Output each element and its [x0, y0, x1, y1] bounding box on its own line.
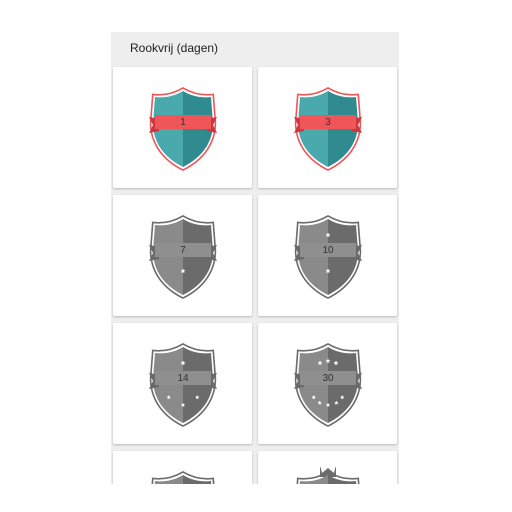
section-header: Rookvrij (dagen)	[111, 32, 399, 64]
badge-card[interactable]: 1	[113, 67, 252, 188]
crown-shield-badge-icon	[278, 467, 378, 485]
badge-card[interactable]	[258, 451, 397, 484]
badge-day-count: 1	[180, 117, 186, 128]
shield-badge-icon: 14	[133, 339, 233, 429]
badge-card[interactable]: 3	[258, 67, 397, 188]
badges-panel: Rookvrij (dagen) 1 3 7 10 14 30	[111, 32, 399, 484]
badge-day-count: 14	[177, 373, 189, 384]
shield-badge-icon: 30	[278, 339, 378, 429]
badge-day-count: 3	[325, 117, 331, 128]
badge-card[interactable]: 30	[258, 323, 397, 444]
shield-badge-icon: 1	[133, 83, 233, 173]
shield-badge-icon	[133, 467, 233, 485]
shield-badge-icon: 10	[278, 211, 378, 301]
badge-card[interactable]: 7	[113, 195, 252, 316]
badge-card[interactable]	[113, 451, 252, 484]
badge-day-count: 30	[322, 373, 334, 384]
badge-card[interactable]: 10	[258, 195, 397, 316]
badge-card[interactable]: 14	[113, 323, 252, 444]
badge-day-count: 7	[180, 245, 186, 256]
shield-badge-icon: 7	[133, 211, 233, 301]
shield-badge-icon: 3	[278, 83, 378, 173]
badge-day-count: 10	[322, 245, 334, 256]
section-title: Rookvrij (dagen)	[130, 41, 218, 55]
